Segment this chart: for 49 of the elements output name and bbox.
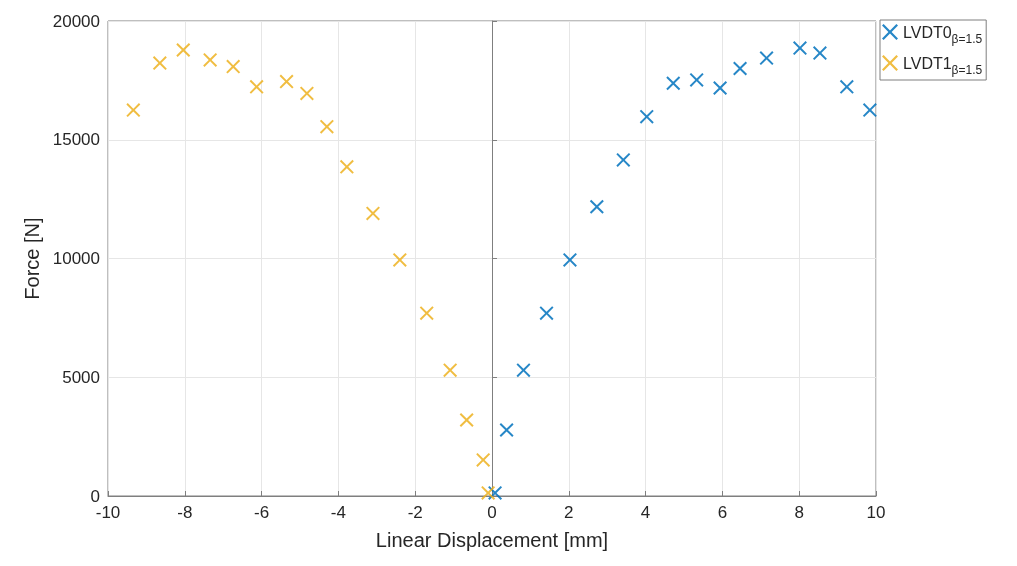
x-tick-label: -10 (95, 503, 121, 522)
x-axis-title: Linear Displacement [mm] (375, 529, 609, 551)
point (152, 56, 167, 71)
point (443, 363, 458, 378)
point (812, 46, 827, 61)
point (499, 422, 514, 437)
x-tick-label: 2 (564, 503, 574, 522)
point (562, 252, 577, 267)
x-tick-label: 4 (640, 503, 651, 522)
point (539, 306, 554, 321)
point (203, 52, 218, 67)
point (339, 159, 354, 174)
point (319, 119, 334, 134)
y-tick-label: 15000 (52, 130, 100, 150)
x-tick-label: -2 (407, 503, 423, 522)
point (862, 103, 877, 118)
point (792, 41, 807, 56)
y-tick-label: 20000 (52, 11, 100, 31)
point (299, 86, 314, 101)
y-tick-label: 5000 (62, 367, 100, 387)
point (589, 199, 604, 214)
point (481, 485, 496, 500)
point (176, 42, 191, 57)
x-tick-label: 6 (717, 503, 728, 522)
x-tick-label: -6 (254, 503, 270, 522)
point (392, 252, 407, 267)
point (639, 109, 654, 124)
point (226, 59, 241, 74)
y-tick-label: 0 (90, 486, 100, 506)
point (249, 79, 264, 94)
point (365, 206, 380, 221)
point (419, 306, 434, 321)
x-tick-label: 10 (866, 503, 886, 522)
x-tick-label: -4 (330, 503, 346, 522)
point (279, 74, 294, 89)
point (666, 76, 681, 91)
point (516, 363, 531, 378)
x-tick-label: 0 (487, 503, 497, 522)
y-axis-title: Force [N] (20, 217, 43, 300)
point (713, 80, 728, 95)
y-tick-label: 10000 (52, 249, 100, 268)
x-tick-label: 8 (794, 503, 804, 522)
point (616, 152, 631, 167)
x-tick-label: -8 (177, 503, 193, 522)
point (459, 413, 474, 427)
point (689, 72, 704, 87)
point (476, 452, 491, 467)
point (126, 103, 141, 118)
point (839, 79, 854, 94)
